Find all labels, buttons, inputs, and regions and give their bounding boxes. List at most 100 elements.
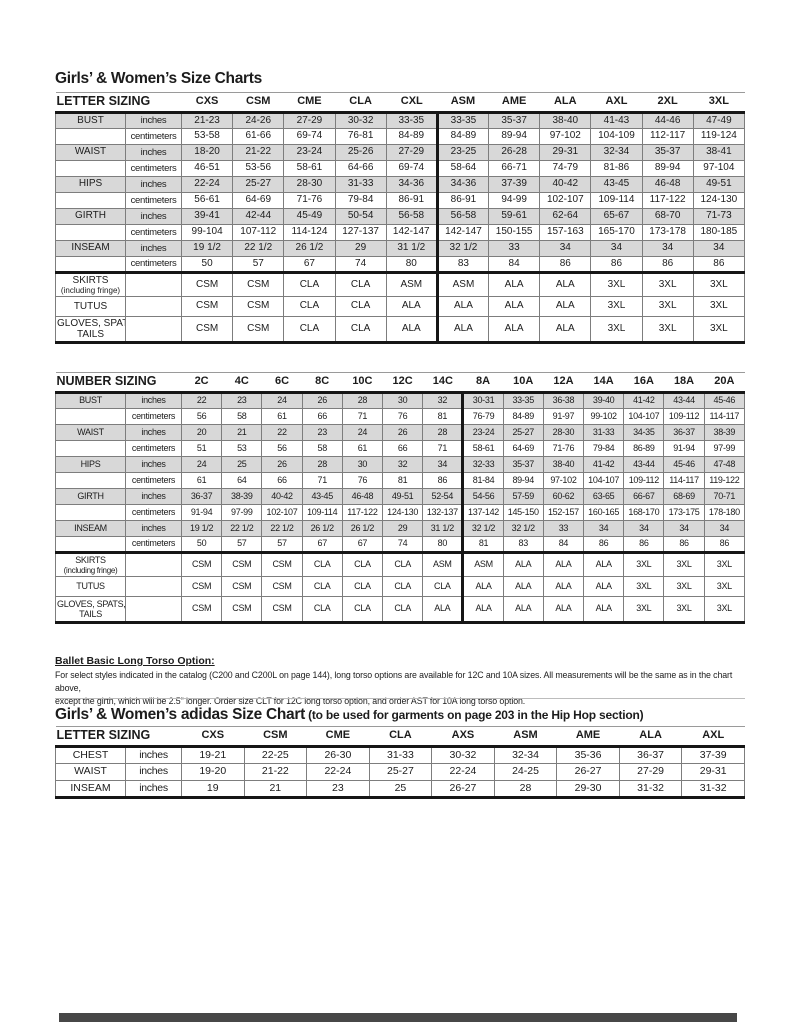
column-header-16A: 16A xyxy=(623,372,664,394)
size-cell: ALA xyxy=(488,271,541,297)
size-cell: 117-122 xyxy=(341,504,384,521)
size-cell: 3XL xyxy=(703,551,746,577)
size-cell: 35-36 xyxy=(556,746,620,764)
column-header-AME: AME xyxy=(488,92,540,114)
size-cell: ALA xyxy=(583,551,625,577)
size-cell: CLA xyxy=(382,551,424,577)
size-cell: 74 xyxy=(334,256,387,273)
size-cell: 66-67 xyxy=(623,488,665,505)
size-cell: 71-76 xyxy=(283,192,336,209)
number_sizing-table: NUMBER SIZING 2C 4C 6C 8C 10C 12C 14C 8A 10A 12A 14… xyxy=(55,372,746,624)
size-cell: 180-185 xyxy=(692,224,746,241)
size-cell: 25-27 xyxy=(232,176,285,193)
size-cell: 37-39 xyxy=(488,176,541,193)
size-cell: 58 xyxy=(221,408,263,425)
size-cell: 109-114 xyxy=(590,192,643,209)
size-cell: 28-30 xyxy=(283,176,336,193)
size-cell: 84-89 xyxy=(385,128,438,145)
size-cell: CSM xyxy=(180,271,234,297)
size-cell: 3XL xyxy=(641,271,694,297)
table-row: WAIST inches 19-20 21-22 22-24 25-27 22-24 24-2… xyxy=(55,763,745,781)
size-cell: 65-67 xyxy=(590,208,643,225)
size-cell: 99-104 xyxy=(180,224,234,241)
size-cell: 21-22 xyxy=(232,144,285,161)
size-cell: 3XL xyxy=(663,576,705,597)
size-cell: 28 xyxy=(493,780,558,799)
size-cell: 3XL xyxy=(590,296,643,317)
column-header-8A: 8A xyxy=(462,372,504,394)
size-cell: 50-54 xyxy=(334,208,387,225)
row-label: WAIST xyxy=(55,424,126,441)
size-cell: 142-147 xyxy=(385,224,438,241)
size-cell: CLA xyxy=(382,596,424,624)
row-label: WAIST xyxy=(55,763,126,781)
unit-cell: centimeters xyxy=(125,536,182,553)
size-cell: 19-20 xyxy=(181,763,245,781)
size-cell: 34 xyxy=(703,520,746,537)
column-header-CXL: CXL xyxy=(386,92,438,114)
size-cell: 45-46 xyxy=(703,392,746,409)
size-cell: ALA xyxy=(385,316,438,344)
size-cell: 27-29 xyxy=(283,112,336,129)
size-cell: 97-99 xyxy=(703,440,746,457)
row-label-line: (including fringe) xyxy=(60,286,121,296)
size-cell: 25 xyxy=(221,456,263,473)
row-label: INSEAM xyxy=(55,520,126,537)
row-label: HIPS xyxy=(55,176,126,193)
note-title: Ballet Basic Long Torso Option: xyxy=(55,655,215,667)
size-cell: 173-175 xyxy=(663,504,705,521)
row-label-line: TUTUS xyxy=(76,581,105,592)
note-line-1: For select styles indicated in the catal… xyxy=(55,670,733,693)
size-cell: ALA xyxy=(502,576,544,597)
unit-cell: centimeters xyxy=(125,504,182,521)
table-row: INSEAM inches 19 1/2 22 1/2 22 1/2 26 1/2 26 1… xyxy=(55,520,746,537)
size-cell: 80 xyxy=(385,256,438,273)
unit-cell: centimeters xyxy=(125,160,182,177)
size-cell: CSM xyxy=(221,596,263,624)
size-cell: 25-27 xyxy=(502,424,544,441)
header-row: NUMBER SIZING 2C 4C 6C 8C 10C 12C 14C 8A 10A 12A 14… xyxy=(55,372,745,394)
unit-cell: inches xyxy=(125,780,182,799)
size-cell: 45-46 xyxy=(663,456,705,473)
unit-cell xyxy=(125,271,182,297)
size-cell: 24 xyxy=(261,392,303,409)
row-label-line: (including fringe) xyxy=(63,565,118,575)
size-cell: 89-94 xyxy=(502,472,544,489)
size-cell: 32-34 xyxy=(590,144,643,161)
column-header-CXS: CXS xyxy=(181,92,233,114)
size-cell: 56-61 xyxy=(180,192,234,209)
size-cell: 32 1/2 xyxy=(435,240,490,257)
column-header-CLA: CLA xyxy=(369,726,432,748)
size-cell: 23-24 xyxy=(283,144,336,161)
size-cell: CLA xyxy=(301,596,343,624)
size-cell: 29 xyxy=(334,240,387,257)
size-cell: 102-107 xyxy=(539,192,592,209)
row-label-line: SKIRTS xyxy=(72,274,109,286)
table-row: centimeters 50 57 67 74 80 83 84 86 86 86 86 xyxy=(55,256,746,273)
adidas-title-main: Girls’ & Women’s adidas Size Chart xyxy=(55,706,305,723)
size-cell: 26 1/2 xyxy=(301,520,343,537)
row-label xyxy=(55,256,126,273)
size-cell: 109-112 xyxy=(623,472,665,489)
size-cell: 26 xyxy=(301,392,343,409)
size-cell: 29-31 xyxy=(681,763,745,781)
size-cell: 64-69 xyxy=(232,192,285,209)
number-sizing-table: NUMBER SIZING 2C 4C 6C 8C 10C 12C 14C 8A 10A 12A 14… xyxy=(55,372,746,624)
table-header-label: LETTER SIZING xyxy=(55,92,182,114)
size-cell: 104-107 xyxy=(623,408,665,425)
column-header-4C: 4C xyxy=(221,372,262,394)
size-cell: ALA xyxy=(385,296,438,317)
size-cell: 33-35 xyxy=(502,392,544,409)
adidas-section-title: Girls’ & Women’s adidas Size Chart (to b… xyxy=(55,706,644,724)
row-label: SKIRTS (including fringe) xyxy=(55,551,126,577)
size-cell: 34 xyxy=(692,240,746,257)
size-cell: 71-76 xyxy=(542,440,585,457)
size-cell: 31-33 xyxy=(334,176,387,193)
unit-cell xyxy=(125,316,182,344)
unit-cell: inches xyxy=(125,763,182,781)
size-cell: 34-36 xyxy=(385,176,438,193)
row-label xyxy=(55,472,126,489)
table-header-label: LETTER SIZING xyxy=(55,726,182,748)
note-line-2: except the girth, which will be 2.5" lon… xyxy=(55,695,526,706)
